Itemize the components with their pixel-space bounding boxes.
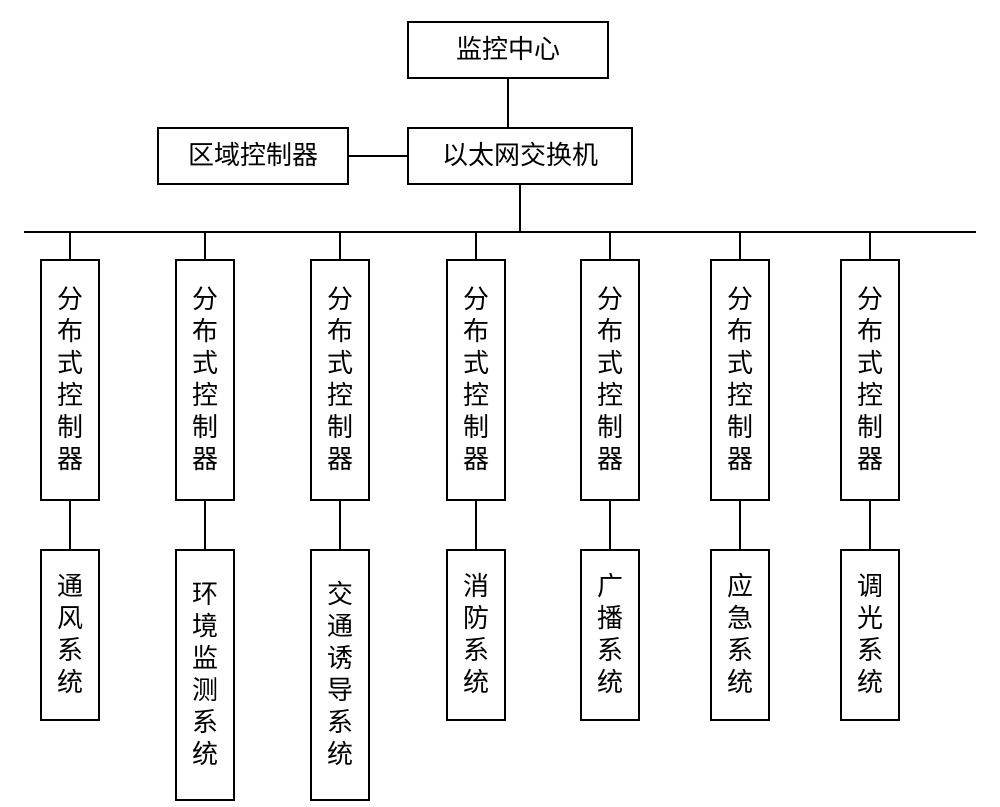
svg-text:通: 通 — [327, 612, 353, 641]
svg-text:制: 制 — [597, 413, 623, 442]
svg-text:应: 应 — [727, 572, 753, 601]
svg-text:器: 器 — [463, 445, 489, 474]
svg-text:控: 控 — [57, 381, 83, 410]
svg-text:消: 消 — [463, 572, 489, 601]
svg-text:控: 控 — [857, 381, 883, 410]
svg-text:境: 境 — [192, 612, 218, 641]
svg-text:分: 分 — [57, 285, 83, 314]
svg-text:制: 制 — [327, 413, 353, 442]
svg-text:交: 交 — [327, 580, 353, 609]
svg-text:制: 制 — [57, 413, 83, 442]
svg-text:调: 调 — [857, 572, 883, 601]
svg-text:式: 式 — [192, 349, 218, 378]
svg-text:控: 控 — [463, 381, 489, 410]
svg-text:布: 布 — [857, 317, 883, 346]
svg-text:光: 光 — [857, 604, 883, 633]
svg-text:测: 测 — [192, 676, 218, 705]
svg-text:分: 分 — [463, 285, 489, 314]
svg-text:器: 器 — [857, 445, 883, 474]
svg-text:监: 监 — [192, 644, 218, 673]
svg-text:系: 系 — [857, 636, 883, 665]
svg-text:统: 统 — [597, 668, 623, 697]
svg-text:系: 系 — [597, 636, 623, 665]
svg-text:分: 分 — [192, 285, 218, 314]
svg-text:式: 式 — [327, 349, 353, 378]
monitor-center-label: 监控中心 — [456, 35, 560, 64]
svg-text:诱: 诱 — [327, 644, 353, 673]
ethernet-switch-label: 以太网交换机 — [442, 141, 598, 170]
svg-text:式: 式 — [57, 349, 83, 378]
svg-text:播: 播 — [597, 604, 623, 633]
svg-text:制: 制 — [192, 413, 218, 442]
svg-text:布: 布 — [57, 317, 83, 346]
svg-text:统: 统 — [327, 740, 353, 769]
svg-text:式: 式 — [727, 349, 753, 378]
svg-text:器: 器 — [727, 445, 753, 474]
svg-text:统: 统 — [463, 668, 489, 697]
svg-text:制: 制 — [857, 413, 883, 442]
svg-text:统: 统 — [192, 740, 218, 769]
svg-text:急: 急 — [727, 604, 753, 633]
svg-text:防: 防 — [463, 604, 489, 633]
svg-text:布: 布 — [327, 317, 353, 346]
svg-text:式: 式 — [857, 349, 883, 378]
svg-text:系: 系 — [192, 708, 218, 737]
svg-text:系: 系 — [327, 708, 353, 737]
svg-text:布: 布 — [463, 317, 489, 346]
svg-text:器: 器 — [597, 445, 623, 474]
svg-text:布: 布 — [727, 317, 753, 346]
svg-text:布: 布 — [597, 317, 623, 346]
svg-text:式: 式 — [463, 349, 489, 378]
svg-text:统: 统 — [57, 668, 83, 697]
svg-text:布: 布 — [192, 317, 218, 346]
svg-text:制: 制 — [727, 413, 753, 442]
svg-text:统: 统 — [727, 668, 753, 697]
svg-text:分: 分 — [327, 285, 353, 314]
svg-text:风: 风 — [57, 604, 83, 633]
svg-text:分: 分 — [597, 285, 623, 314]
svg-text:广: 广 — [597, 572, 623, 601]
svg-text:控: 控 — [327, 381, 353, 410]
svg-text:器: 器 — [57, 445, 83, 474]
svg-text:系: 系 — [463, 636, 489, 665]
zone-controller-label: 区域控制器 — [188, 141, 318, 170]
svg-text:控: 控 — [597, 381, 623, 410]
svg-text:统: 统 — [857, 668, 883, 697]
svg-text:控: 控 — [727, 381, 753, 410]
svg-text:导: 导 — [327, 676, 353, 705]
svg-text:系: 系 — [57, 636, 83, 665]
svg-text:控: 控 — [192, 381, 218, 410]
svg-text:器: 器 — [327, 445, 353, 474]
svg-text:分: 分 — [727, 285, 753, 314]
svg-text:器: 器 — [192, 445, 218, 474]
svg-text:分: 分 — [857, 285, 883, 314]
svg-text:环: 环 — [192, 580, 218, 609]
architecture-diagram: 监控中心以太网交换机区域控制器分布式控制器通风系统分布式控制器环境监测系统分布式… — [0, 0, 1000, 807]
svg-text:系: 系 — [727, 636, 753, 665]
svg-text:制: 制 — [463, 413, 489, 442]
svg-text:式: 式 — [597, 349, 623, 378]
svg-text:通: 通 — [57, 572, 83, 601]
